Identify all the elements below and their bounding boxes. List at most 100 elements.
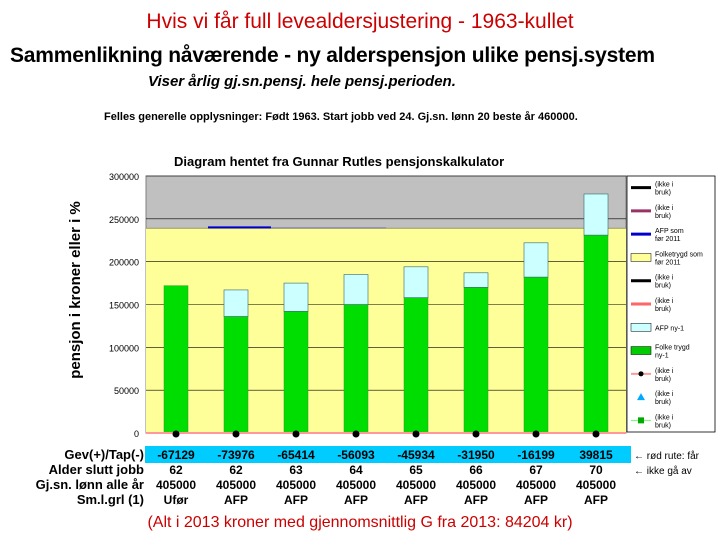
table-row-label: Gev(+)/Tap(-) — [64, 447, 144, 462]
table-note: ← rød rute: får — [634, 450, 700, 462]
table-cell: AFP — [404, 493, 428, 507]
table-row-label: Sm.l.grl (1) — [77, 492, 144, 507]
y-tick-label: 150000 — [109, 301, 139, 311]
table-cell: -45934 — [397, 448, 435, 462]
legend-label: (ikke i — [655, 298, 674, 305]
chart-title: Diagram hentet fra Gunnar Rutles pensjon… — [174, 154, 504, 169]
table-row-label: Gj.sn. lønn alle år — [36, 477, 144, 492]
table-cell: Ufør — [164, 493, 189, 507]
baseline-marker — [172, 430, 180, 438]
legend-label: bruk) — [655, 422, 671, 429]
bar-folketrygd — [523, 276, 549, 434]
legend-label: AFP som — [655, 228, 684, 235]
gain-loss-strip — [145, 446, 631, 463]
legend-label: bruk) — [655, 376, 671, 383]
legend-label: (ikke i — [655, 414, 674, 421]
table-cell: -65414 — [277, 448, 315, 462]
table-cell: 405000 — [216, 478, 256, 492]
bar-folketrygd — [283, 311, 309, 434]
table-cell: 63 — [289, 463, 303, 477]
bar-folketrygd — [223, 316, 249, 434]
bar-folketrygd — [343, 304, 369, 434]
legend-label: (ikke i — [655, 205, 674, 212]
baseline-marker — [352, 430, 360, 438]
table-cell: AFP — [584, 493, 608, 507]
bar-afp — [403, 266, 429, 298]
legend-label: bruk) — [655, 213, 671, 220]
legend-label: (ikke i — [655, 275, 674, 282]
y-tick-label: 250000 — [109, 215, 139, 225]
table-cell: AFP — [524, 493, 548, 507]
legend-label: AFP ny-1 — [655, 325, 684, 332]
table-cell: 62 — [229, 463, 243, 477]
table-cell: -56093 — [337, 448, 375, 462]
y-axis-label: pensjon i kroner eller i % — [67, 201, 84, 379]
general-info: Felles generelle opplysninger: Født 1963… — [104, 111, 578, 123]
y-tick-label: 200000 — [109, 258, 139, 268]
bar-afp — [583, 193, 609, 236]
legend-label: (ikke i — [655, 182, 674, 189]
legend-label: Folketrygd som — [655, 251, 703, 258]
table-cell: 405000 — [396, 478, 436, 492]
legend-label: (ikke i — [655, 391, 674, 398]
table-cell: -16199 — [517, 448, 555, 462]
y-tick-label: 0 — [134, 429, 139, 439]
legend-label: før 2011 — [655, 259, 681, 266]
table-cell: 70 — [589, 463, 603, 477]
table-cell: AFP — [284, 493, 308, 507]
legend-swatch — [630, 253, 652, 262]
legend-label: (ikke i — [655, 368, 674, 375]
table-cell: -31950 — [457, 448, 495, 462]
baseline-marker — [592, 430, 600, 438]
bar-folketrygd — [583, 234, 609, 434]
legend-swatch — [630, 323, 652, 332]
legend-label: bruk) — [655, 306, 671, 313]
y-tick-label: 100000 — [109, 343, 139, 353]
legend-swatch-marker — [638, 417, 644, 424]
table-note: ← ikke gå av — [634, 465, 692, 477]
legend-label: ny-1 — [655, 353, 669, 360]
table-cell: AFP — [464, 493, 488, 507]
table-cell: 67 — [529, 463, 543, 477]
legend-swatch — [637, 393, 645, 401]
bar-folketrygd — [463, 287, 489, 434]
table-cell: 65 — [409, 463, 423, 477]
legend-label: før 2011 — [655, 236, 681, 243]
bar-afp — [283, 282, 309, 312]
table-cell: 405000 — [276, 478, 316, 492]
bar-folketrygd — [163, 285, 189, 434]
legend-label: bruk) — [655, 190, 671, 197]
bar-afp — [463, 272, 489, 288]
heading: Sammenlikning nåværende - ny alderspensj… — [10, 44, 655, 67]
table-cell: 405000 — [336, 478, 376, 492]
legend-label: bruk) — [655, 283, 671, 290]
legend-swatch-marker — [638, 371, 644, 377]
bar-afp — [223, 289, 249, 317]
y-tick-label: 50000 — [114, 386, 139, 396]
bar-afp — [343, 274, 369, 305]
slide-title: Hvis vi får full levealdersjustering - 1… — [146, 10, 574, 33]
table-cell: AFP — [344, 493, 368, 507]
baseline-marker — [412, 430, 420, 438]
footnote: (Alt i 2013 kroner med gjennomsnittlig G… — [147, 514, 573, 531]
table-cell: AFP — [224, 493, 248, 507]
folketrygd-band — [146, 228, 626, 433]
legend-label: bruk) — [655, 399, 671, 406]
table-cell: 405000 — [576, 478, 616, 492]
table-cell: 405000 — [516, 478, 556, 492]
table-cell: 39815 — [579, 448, 613, 462]
subheading: Viser årlig gj.sn.pensj. hele pensj.peri… — [148, 73, 456, 90]
legend-label: Folke trygd — [655, 345, 690, 352]
baseline-marker — [232, 430, 240, 438]
table-cell: 405000 — [456, 478, 496, 492]
table-cell: 62 — [169, 463, 183, 477]
table-cell: 66 — [469, 463, 483, 477]
y-tick-label: 300000 — [109, 172, 139, 182]
bar-afp — [523, 242, 549, 278]
baseline-marker — [472, 430, 480, 438]
legend-swatch — [630, 346, 652, 355]
table-cell: 405000 — [156, 478, 196, 492]
bar-folketrygd — [403, 297, 429, 434]
baseline-marker — [292, 430, 300, 438]
